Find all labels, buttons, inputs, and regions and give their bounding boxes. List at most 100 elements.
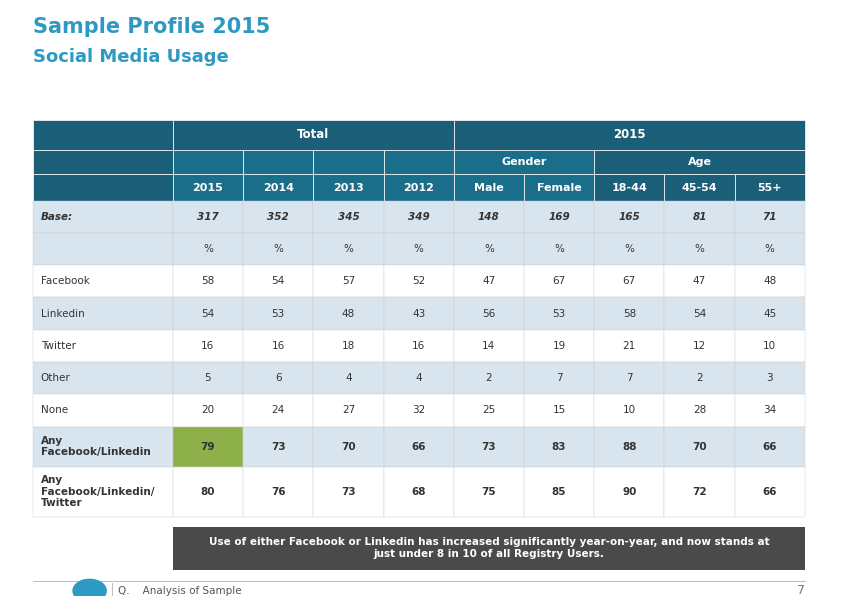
Text: Any
Facebook/Linkedin: Any Facebook/Linkedin <box>40 436 151 458</box>
Text: 7: 7 <box>626 373 632 383</box>
Bar <box>524 467 594 517</box>
Text: 24: 24 <box>271 405 285 415</box>
Text: 53: 53 <box>271 309 285 318</box>
Bar <box>664 427 735 467</box>
Bar <box>524 297 594 330</box>
Text: 54: 54 <box>201 309 215 318</box>
Bar <box>735 362 805 394</box>
Bar <box>383 467 454 517</box>
Text: 73: 73 <box>482 442 496 452</box>
Bar <box>33 427 173 467</box>
Bar <box>243 150 313 175</box>
Bar <box>243 467 313 517</box>
Text: 2: 2 <box>486 373 493 383</box>
Text: 18: 18 <box>342 341 355 351</box>
Text: 55+: 55+ <box>758 182 782 193</box>
Text: 2014: 2014 <box>263 182 294 193</box>
Text: 2012: 2012 <box>403 182 434 193</box>
Bar <box>664 175 735 201</box>
Bar <box>383 233 454 265</box>
Bar <box>243 427 313 467</box>
Text: 12: 12 <box>693 341 706 351</box>
Text: %: % <box>273 244 283 254</box>
Text: 67: 67 <box>552 277 566 286</box>
Bar <box>454 265 524 297</box>
Bar <box>33 120 173 150</box>
Bar <box>735 467 805 517</box>
Text: 72: 72 <box>692 487 707 496</box>
Text: 80: 80 <box>200 487 216 496</box>
Text: 27: 27 <box>342 405 355 415</box>
Bar <box>33 330 173 362</box>
Text: 47: 47 <box>693 277 706 286</box>
Bar <box>313 427 383 467</box>
Text: 16: 16 <box>412 341 425 351</box>
Text: Linkedin: Linkedin <box>40 309 84 318</box>
Text: 54: 54 <box>693 309 706 318</box>
Bar <box>664 297 735 330</box>
Bar <box>173 150 243 175</box>
Bar <box>33 467 173 517</box>
Text: 58: 58 <box>201 277 215 286</box>
Bar <box>524 330 594 362</box>
Text: 53: 53 <box>552 309 566 318</box>
Text: 75: 75 <box>482 487 496 496</box>
Text: %: % <box>625 244 634 254</box>
Bar <box>313 150 383 175</box>
Bar <box>313 175 383 201</box>
Bar <box>173 330 243 362</box>
Bar <box>735 233 805 265</box>
Bar <box>313 330 383 362</box>
Bar <box>454 120 805 150</box>
Bar <box>313 297 383 330</box>
Bar <box>454 297 524 330</box>
Bar <box>243 233 313 265</box>
Bar <box>383 427 454 467</box>
Bar <box>454 175 524 201</box>
Text: None: None <box>40 405 68 415</box>
Bar <box>313 362 383 394</box>
Text: 169: 169 <box>548 212 570 222</box>
Bar <box>454 362 524 394</box>
Bar <box>594 467 664 517</box>
Text: Social Media Usage: Social Media Usage <box>33 48 229 66</box>
Text: 148: 148 <box>478 212 500 222</box>
Text: 2: 2 <box>696 373 703 383</box>
Bar <box>173 427 243 467</box>
Bar <box>735 201 805 233</box>
Bar <box>524 233 594 265</box>
Bar <box>383 330 454 362</box>
Bar <box>33 265 173 297</box>
Text: Male: Male <box>474 182 504 193</box>
Bar <box>383 394 454 427</box>
Text: 7: 7 <box>556 373 562 383</box>
Bar <box>383 175 454 201</box>
Text: 45-54: 45-54 <box>682 182 717 193</box>
Text: 45: 45 <box>763 309 776 318</box>
Bar <box>664 265 735 297</box>
Text: 83: 83 <box>552 442 567 452</box>
Text: %: % <box>554 244 564 254</box>
Text: 76: 76 <box>271 487 285 496</box>
Text: 54: 54 <box>271 277 285 286</box>
Bar <box>33 297 173 330</box>
Bar <box>173 527 805 570</box>
Text: 5: 5 <box>205 373 211 383</box>
Bar <box>594 362 664 394</box>
Bar <box>454 394 524 427</box>
Text: Q.    Analysis of Sample: Q. Analysis of Sample <box>118 586 242 596</box>
Bar <box>664 362 735 394</box>
Text: 66: 66 <box>412 442 426 452</box>
Text: Any
Facebook/Linkedin/
Twitter: Any Facebook/Linkedin/ Twitter <box>40 475 154 508</box>
Text: 34: 34 <box>763 405 776 415</box>
Text: 47: 47 <box>482 277 495 286</box>
Bar <box>735 427 805 467</box>
Bar <box>313 467 383 517</box>
Text: 25: 25 <box>482 405 495 415</box>
Bar <box>33 233 173 265</box>
Bar <box>454 467 524 517</box>
Text: %: % <box>484 244 493 254</box>
Text: Total: Total <box>297 128 329 141</box>
Text: 81: 81 <box>692 212 706 222</box>
Text: Facebook: Facebook <box>40 277 89 286</box>
